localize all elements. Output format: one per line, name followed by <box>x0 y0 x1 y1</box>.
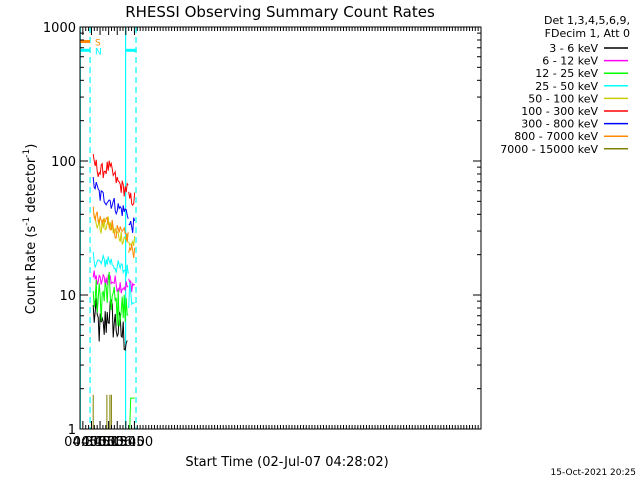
x-axis-label: Start Time (02-Jul-07 04:28:02) <box>185 455 388 470</box>
series-line-7-0 <box>92 206 129 243</box>
y-axis-label-sup2: -1 <box>22 149 32 158</box>
chart-title: RHESSI Observing Summary Count Rates <box>125 3 435 21</box>
series-line-5-1 <box>128 191 136 206</box>
y-axis-label-mid: detector <box>24 157 39 217</box>
legend: Det 1,3,4,5,6,9, FDecim 1, Att 0 3 - 6 k… <box>500 14 630 156</box>
legend-label-6: 300 - 800 keV <box>521 118 598 131</box>
legend-label-1: 6 - 12 keV <box>542 55 598 68</box>
x-tick-label-0: 04:30 <box>64 435 101 450</box>
series-line-2-0 <box>92 271 129 327</box>
y-axis-label: Count Rate (s-1 detector-1) <box>22 144 39 315</box>
series-line-6-0 <box>92 176 129 219</box>
x-tick-label-4: 05:30 <box>99 435 136 450</box>
series-line-3-1 <box>128 282 135 309</box>
y-axis-label-main: Count Rate (s <box>24 226 39 315</box>
legend-header-detectors: Det 1,3,4,5,6,9, <box>544 14 630 27</box>
flag-label-0: S <box>95 38 101 48</box>
y-tick-label-1: 10 <box>59 289 76 304</box>
x-tick-label-6: 06:00 <box>116 435 153 450</box>
plot-area: SN <box>79 27 137 430</box>
legend-label-3: 25 - 50 keV <box>535 80 598 93</box>
x-tick-label-3: 05:15 <box>90 435 127 450</box>
y-axis-label-sup1: -1 <box>22 217 32 226</box>
series-line-5-0 <box>92 154 129 197</box>
legend-label-5: 100 - 300 keV <box>521 105 598 118</box>
y-tick-label-0: 1 <box>68 423 76 438</box>
series-line-8-1 <box>106 394 112 429</box>
x-tick-label-1: 04:45 <box>73 435 110 450</box>
series-line-6-1 <box>128 217 136 233</box>
y-axis: 1 10 100 1000 <box>43 21 481 438</box>
footer-date: 15-Oct-2021 20:25 <box>551 468 636 478</box>
legend-header-decimation: FDecim 1, Att 0 <box>545 27 630 40</box>
legend-label-7: 800 - 7000 keV <box>514 130 598 143</box>
legend-label-2: 12 - 25 keV <box>535 67 598 80</box>
y-tick-label-2: 100 <box>51 155 76 170</box>
legend-label-8: 7000 - 15000 keV <box>500 143 598 156</box>
y-axis-label-end: ) <box>24 144 39 149</box>
legend-label-4: 50 - 100 keV <box>528 92 598 105</box>
y-tick-label-3: 1000 <box>43 21 76 36</box>
flag-label-1: N <box>95 47 102 57</box>
x-tick-label-5: 05:45 <box>107 435 144 450</box>
series-line-7-1 <box>128 243 136 259</box>
series-line-4-0 <box>92 212 129 246</box>
x-tick-label-2: 05:00 <box>81 435 118 450</box>
series-line-3-0 <box>92 251 129 277</box>
series-line-1-0 <box>92 270 129 294</box>
legend-label-0: 3 - 6 keV <box>549 42 598 55</box>
